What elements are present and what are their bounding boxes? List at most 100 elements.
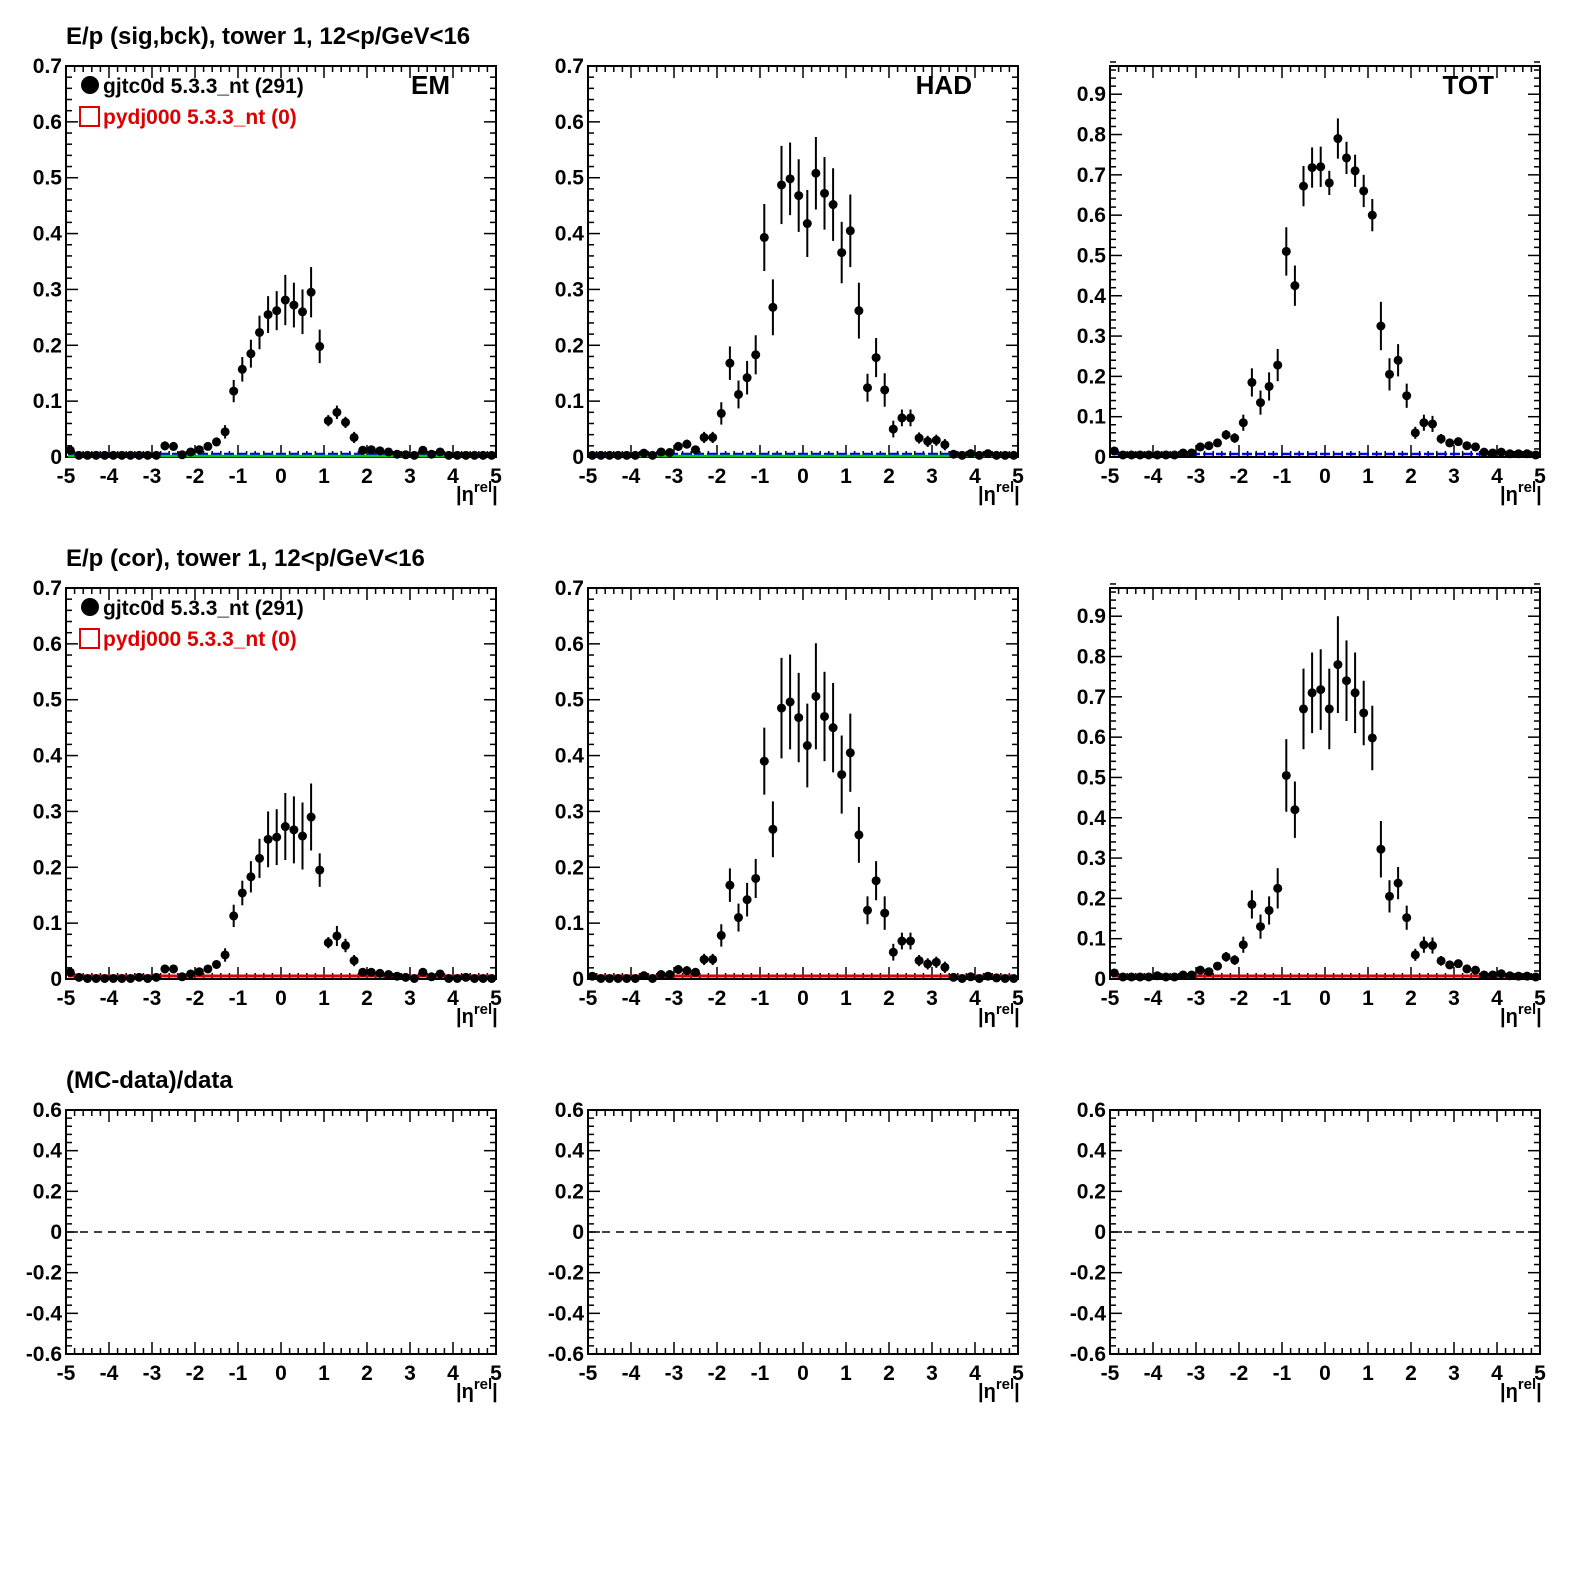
plot-frame	[587, 587, 1019, 980]
x-tick-label: -4	[622, 1362, 641, 1385]
y-tick-label: 0.2	[555, 334, 584, 357]
data-point	[1213, 438, 1222, 448]
data-point	[117, 973, 127, 983]
x-tick-label: 4	[969, 987, 981, 1010]
x-tick-label: -5	[579, 987, 598, 1010]
y-tick-label: 0.6	[1077, 726, 1106, 749]
data-point	[802, 219, 812, 229]
x-tick-label: -3	[1187, 465, 1206, 488]
data-point	[1299, 181, 1308, 191]
data-point	[289, 300, 299, 310]
data-point	[1367, 210, 1377, 220]
data-point	[863, 905, 872, 915]
data-point	[332, 931, 342, 941]
data-point	[1195, 442, 1205, 452]
data-point	[1264, 381, 1274, 391]
x-tick-label: -5	[1101, 465, 1120, 488]
x-tick-label: 2	[883, 1362, 895, 1385]
x-axis-label: |ηrel|	[1500, 1001, 1542, 1028]
data-point	[298, 831, 307, 841]
data-point	[349, 956, 359, 966]
data-point	[1445, 438, 1455, 448]
y-tick-label: 0.6	[33, 1099, 62, 1122]
data-point	[1522, 971, 1532, 981]
data-point	[897, 936, 907, 946]
x-tick-label: 1	[840, 987, 852, 1010]
data-point	[1471, 442, 1480, 452]
data-point	[940, 440, 950, 450]
data-point	[656, 447, 666, 457]
legend-label-mc: pydj000 5.3.3_nt (0)	[103, 106, 297, 129]
x-tick-label: -4	[100, 465, 119, 488]
data-point	[409, 450, 419, 460]
data-point	[143, 973, 153, 983]
x-tick-label: 2	[361, 987, 373, 1010]
y-tick-label: -0.4	[548, 1302, 585, 1325]
data-point	[708, 432, 718, 442]
data-point	[418, 967, 428, 977]
legend-marker-mc	[79, 106, 100, 127]
data-point	[596, 450, 606, 460]
y-tick-label: 0.1	[33, 912, 63, 935]
data-point	[1230, 955, 1240, 965]
data-point	[341, 940, 350, 950]
data-point	[983, 449, 993, 459]
y-tick-label: 0.3	[555, 800, 584, 823]
data-point	[212, 437, 221, 447]
panel-cor-had: -5 -4 -3 -2 -1 0 1 2 3 4 5 0 0.1 0.2 0.3 0.4 0.5 0.6 0.7 |η…	[555, 577, 1024, 1028]
data-point	[83, 450, 92, 460]
data-point	[177, 972, 187, 982]
data-point	[323, 938, 333, 948]
x-tick-label: -5	[1101, 1362, 1120, 1385]
data-point	[1316, 685, 1326, 695]
data-point	[1496, 969, 1506, 979]
x-tick-label: 0	[1319, 1362, 1331, 1385]
x-tick-label: -3	[665, 987, 684, 1010]
y-tick-label: 0.4	[555, 1140, 585, 1163]
data-point	[716, 408, 726, 418]
data-point	[759, 232, 769, 242]
data-point	[151, 972, 161, 982]
data-point	[1376, 321, 1386, 331]
data-point	[194, 445, 204, 455]
data-point	[1170, 450, 1179, 460]
y-tick-label: 0.3	[1077, 847, 1106, 870]
data-point	[1393, 355, 1403, 365]
panel-sigbck-em: -5 -4 -3 -2 -1 0 1 2 3 4 5 0 0.1 0.2 0.3 0.4 0.5 0.6 0.7 |η…	[33, 55, 502, 506]
data-point	[1009, 973, 1019, 983]
x-tick-label: -2	[708, 1362, 727, 1385]
data-point	[1367, 733, 1377, 743]
y-tick-label: 0	[1094, 968, 1106, 991]
y-tick-label: 0	[1094, 446, 1106, 469]
y-tick-label: 0.2	[1077, 1180, 1106, 1203]
x-tick-label: -4	[622, 465, 641, 488]
data-point	[323, 416, 333, 426]
data-point	[648, 973, 657, 983]
y-tick-label: 0.1	[555, 912, 585, 935]
data-point	[384, 970, 393, 980]
y-tick-label: 0.2	[1077, 887, 1106, 910]
data-point	[306, 287, 316, 297]
data-point	[605, 450, 614, 460]
y-tick-label: 0.6	[555, 111, 584, 134]
data-point	[974, 450, 984, 460]
x-tick-label: -2	[186, 1362, 205, 1385]
x-tick-label: 1	[318, 987, 330, 1010]
data-point	[777, 703, 786, 713]
data-point	[820, 711, 829, 721]
y-tick-label: -0.4	[1070, 1302, 1107, 1325]
x-tick-label: 0	[797, 987, 809, 1010]
y-tick-label: 0.7	[1077, 164, 1106, 187]
data-point	[1290, 805, 1300, 815]
data-point	[237, 364, 247, 374]
x-axis-label: |ηrel|	[456, 479, 498, 506]
x-tick-label: 3	[1448, 987, 1460, 1010]
data-point	[1333, 134, 1343, 144]
data-point	[1359, 708, 1369, 718]
data-point	[742, 895, 752, 905]
x-tick-label: 2	[1405, 465, 1417, 488]
y-tick-label: 0.3	[1077, 325, 1106, 348]
data-point	[622, 973, 632, 983]
x-tick-label: 3	[404, 465, 416, 488]
x-tick-label: 5	[1534, 1362, 1546, 1385]
